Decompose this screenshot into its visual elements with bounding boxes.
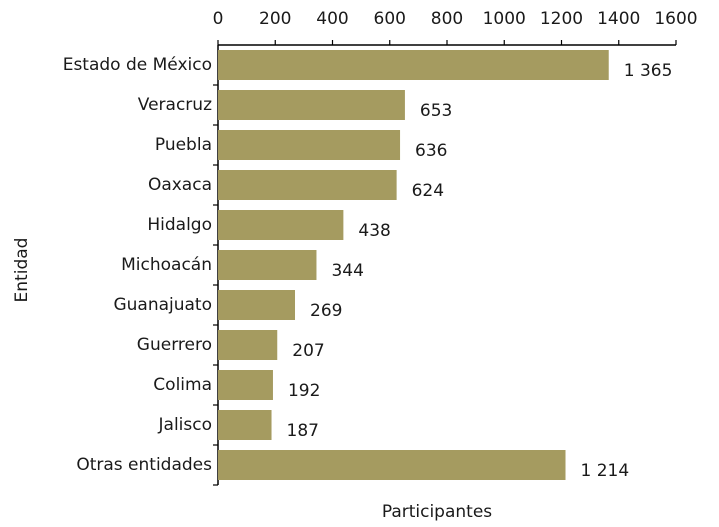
bar [218, 410, 272, 440]
y-tick-label: Jalisco [158, 415, 212, 435]
bar [218, 330, 278, 360]
data-label: 1 365 [624, 61, 673, 81]
data-label: 636 [415, 141, 447, 161]
x-tick-label: 800 [431, 9, 463, 29]
bar [218, 370, 273, 400]
data-label: 207 [292, 341, 324, 361]
y-tick-label: Colima [153, 375, 212, 395]
y-axis-label: Entidad [12, 238, 32, 303]
y-tick-label: Michoacán [121, 255, 212, 275]
y-tick-label: Veracruz [138, 95, 212, 115]
data-label: 187 [287, 421, 319, 441]
data-label: 438 [358, 221, 390, 241]
y-tick-label: Otras entidades [76, 455, 212, 475]
y-tick-label: Hidalgo [147, 215, 212, 235]
data-label: 192 [288, 381, 320, 401]
data-label: 624 [412, 181, 444, 201]
y-tick-label: Estado de México [63, 55, 212, 75]
bar [218, 90, 405, 120]
y-tick-label: Puebla [155, 135, 212, 155]
bar [218, 250, 317, 280]
bar [218, 210, 344, 240]
bar [218, 50, 609, 80]
bar [218, 290, 296, 320]
bar [218, 130, 401, 160]
y-tick-label: Oaxaca [148, 175, 212, 195]
x-tick-label: 0 [213, 9, 224, 29]
x-axis-label: Participantes [382, 502, 492, 522]
bar [218, 170, 397, 200]
y-tick-label: Guerrero [137, 335, 212, 355]
y-tick-label: Guanajuato [113, 295, 212, 315]
x-tick-label: 200 [259, 9, 291, 29]
x-tick-label: 600 [374, 9, 406, 29]
data-label: 1 214 [581, 461, 630, 481]
data-label: 269 [310, 301, 342, 321]
data-label: 344 [331, 261, 363, 281]
x-tick-label: 400 [316, 9, 348, 29]
x-tick-label: 1200 [540, 9, 583, 29]
bar [218, 450, 566, 480]
data-label: 653 [420, 101, 452, 121]
x-tick-label: 1000 [483, 9, 526, 29]
x-tick-label: 1400 [597, 9, 640, 29]
x-tick-label: 1600 [654, 9, 697, 29]
